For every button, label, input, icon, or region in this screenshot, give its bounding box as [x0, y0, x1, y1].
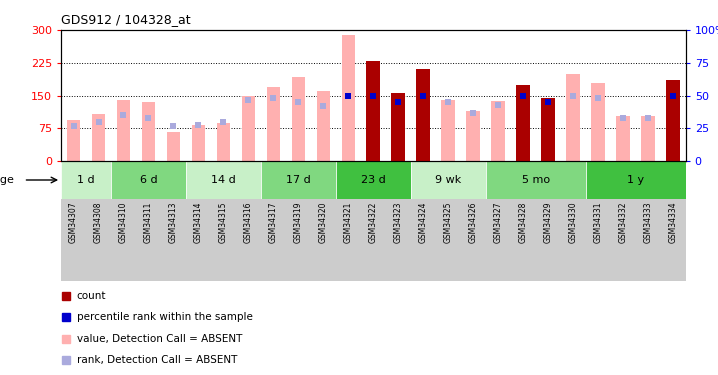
- Text: GSM34326: GSM34326: [469, 201, 477, 243]
- Bar: [261, 161, 336, 199]
- Text: GSM34324: GSM34324: [419, 201, 428, 243]
- Text: 6 d: 6 d: [140, 175, 157, 185]
- Text: GSM34331: GSM34331: [594, 201, 602, 243]
- Bar: [411, 161, 486, 199]
- Bar: [61, 199, 86, 281]
- Text: 9 wk: 9 wk: [435, 175, 462, 185]
- Bar: [611, 199, 635, 281]
- Bar: [116, 100, 131, 161]
- Text: GSM34333: GSM34333: [644, 201, 653, 243]
- Text: GSM34313: GSM34313: [169, 201, 178, 243]
- Text: GSM34311: GSM34311: [144, 201, 153, 243]
- Text: rank, Detection Call = ABSENT: rank, Detection Call = ABSENT: [77, 356, 237, 366]
- Bar: [167, 132, 180, 161]
- Bar: [491, 101, 505, 161]
- Bar: [336, 161, 411, 199]
- Bar: [186, 161, 261, 199]
- Text: age: age: [0, 175, 14, 185]
- Text: GSM34320: GSM34320: [319, 201, 328, 243]
- Bar: [141, 102, 155, 161]
- Bar: [510, 199, 536, 281]
- Bar: [86, 199, 111, 281]
- Bar: [386, 199, 411, 281]
- Text: GSM34317: GSM34317: [269, 201, 278, 243]
- Text: GSM34325: GSM34325: [444, 201, 453, 243]
- Text: GSM34327: GSM34327: [494, 201, 503, 243]
- Bar: [467, 111, 480, 161]
- Bar: [436, 199, 461, 281]
- Text: GSM34316: GSM34316: [244, 201, 253, 243]
- Text: 1 d: 1 d: [78, 175, 95, 185]
- Bar: [416, 69, 430, 161]
- Bar: [536, 199, 561, 281]
- Bar: [586, 199, 611, 281]
- Text: GSM34328: GSM34328: [519, 201, 528, 243]
- Bar: [342, 35, 355, 161]
- Bar: [461, 199, 486, 281]
- Bar: [586, 161, 686, 199]
- Bar: [317, 91, 330, 161]
- Bar: [261, 199, 286, 281]
- Text: GSM34310: GSM34310: [119, 201, 128, 243]
- Text: GSM34314: GSM34314: [194, 201, 203, 243]
- Bar: [442, 100, 455, 161]
- Bar: [592, 82, 605, 161]
- Bar: [236, 199, 261, 281]
- Text: GDS912 / 104328_at: GDS912 / 104328_at: [61, 13, 191, 26]
- Text: 1 y: 1 y: [627, 175, 644, 185]
- Bar: [92, 114, 106, 161]
- Text: 23 d: 23 d: [361, 175, 386, 185]
- Bar: [67, 120, 80, 161]
- Text: GSM34319: GSM34319: [294, 201, 303, 243]
- Bar: [486, 161, 586, 199]
- Text: GSM34330: GSM34330: [569, 201, 578, 243]
- Bar: [311, 199, 336, 281]
- Bar: [111, 199, 136, 281]
- Bar: [111, 161, 186, 199]
- Bar: [336, 199, 361, 281]
- Text: percentile rank within the sample: percentile rank within the sample: [77, 312, 253, 322]
- Text: GSM34308: GSM34308: [94, 201, 103, 243]
- Bar: [161, 199, 186, 281]
- Bar: [217, 123, 230, 161]
- Text: 17 d: 17 d: [286, 175, 311, 185]
- Bar: [561, 199, 586, 281]
- Bar: [541, 98, 555, 161]
- Bar: [567, 74, 580, 161]
- Bar: [136, 199, 161, 281]
- Text: GSM34329: GSM34329: [544, 201, 553, 243]
- Bar: [292, 77, 305, 161]
- Text: count: count: [77, 291, 106, 301]
- Bar: [186, 199, 211, 281]
- Bar: [286, 199, 311, 281]
- Bar: [61, 161, 111, 199]
- Text: GSM34321: GSM34321: [344, 201, 353, 243]
- Bar: [266, 87, 280, 161]
- Bar: [666, 80, 680, 161]
- Text: GSM34334: GSM34334: [668, 201, 678, 243]
- Bar: [486, 199, 510, 281]
- Bar: [366, 61, 381, 161]
- Bar: [192, 125, 205, 161]
- Text: GSM34323: GSM34323: [394, 201, 403, 243]
- Text: GSM34322: GSM34322: [369, 201, 378, 243]
- Bar: [211, 199, 236, 281]
- Text: GSM34315: GSM34315: [219, 201, 228, 243]
- Text: GSM34307: GSM34307: [69, 201, 78, 243]
- Bar: [516, 85, 530, 161]
- Text: 14 d: 14 d: [211, 175, 236, 185]
- Text: 5 mo: 5 mo: [522, 175, 550, 185]
- Text: value, Detection Call = ABSENT: value, Detection Call = ABSENT: [77, 334, 242, 344]
- Bar: [411, 199, 436, 281]
- Bar: [361, 199, 386, 281]
- Bar: [391, 93, 405, 161]
- Bar: [635, 199, 661, 281]
- Bar: [616, 116, 630, 161]
- Bar: [241, 96, 256, 161]
- Text: GSM34332: GSM34332: [619, 201, 628, 243]
- Bar: [641, 116, 655, 161]
- Bar: [661, 199, 686, 281]
